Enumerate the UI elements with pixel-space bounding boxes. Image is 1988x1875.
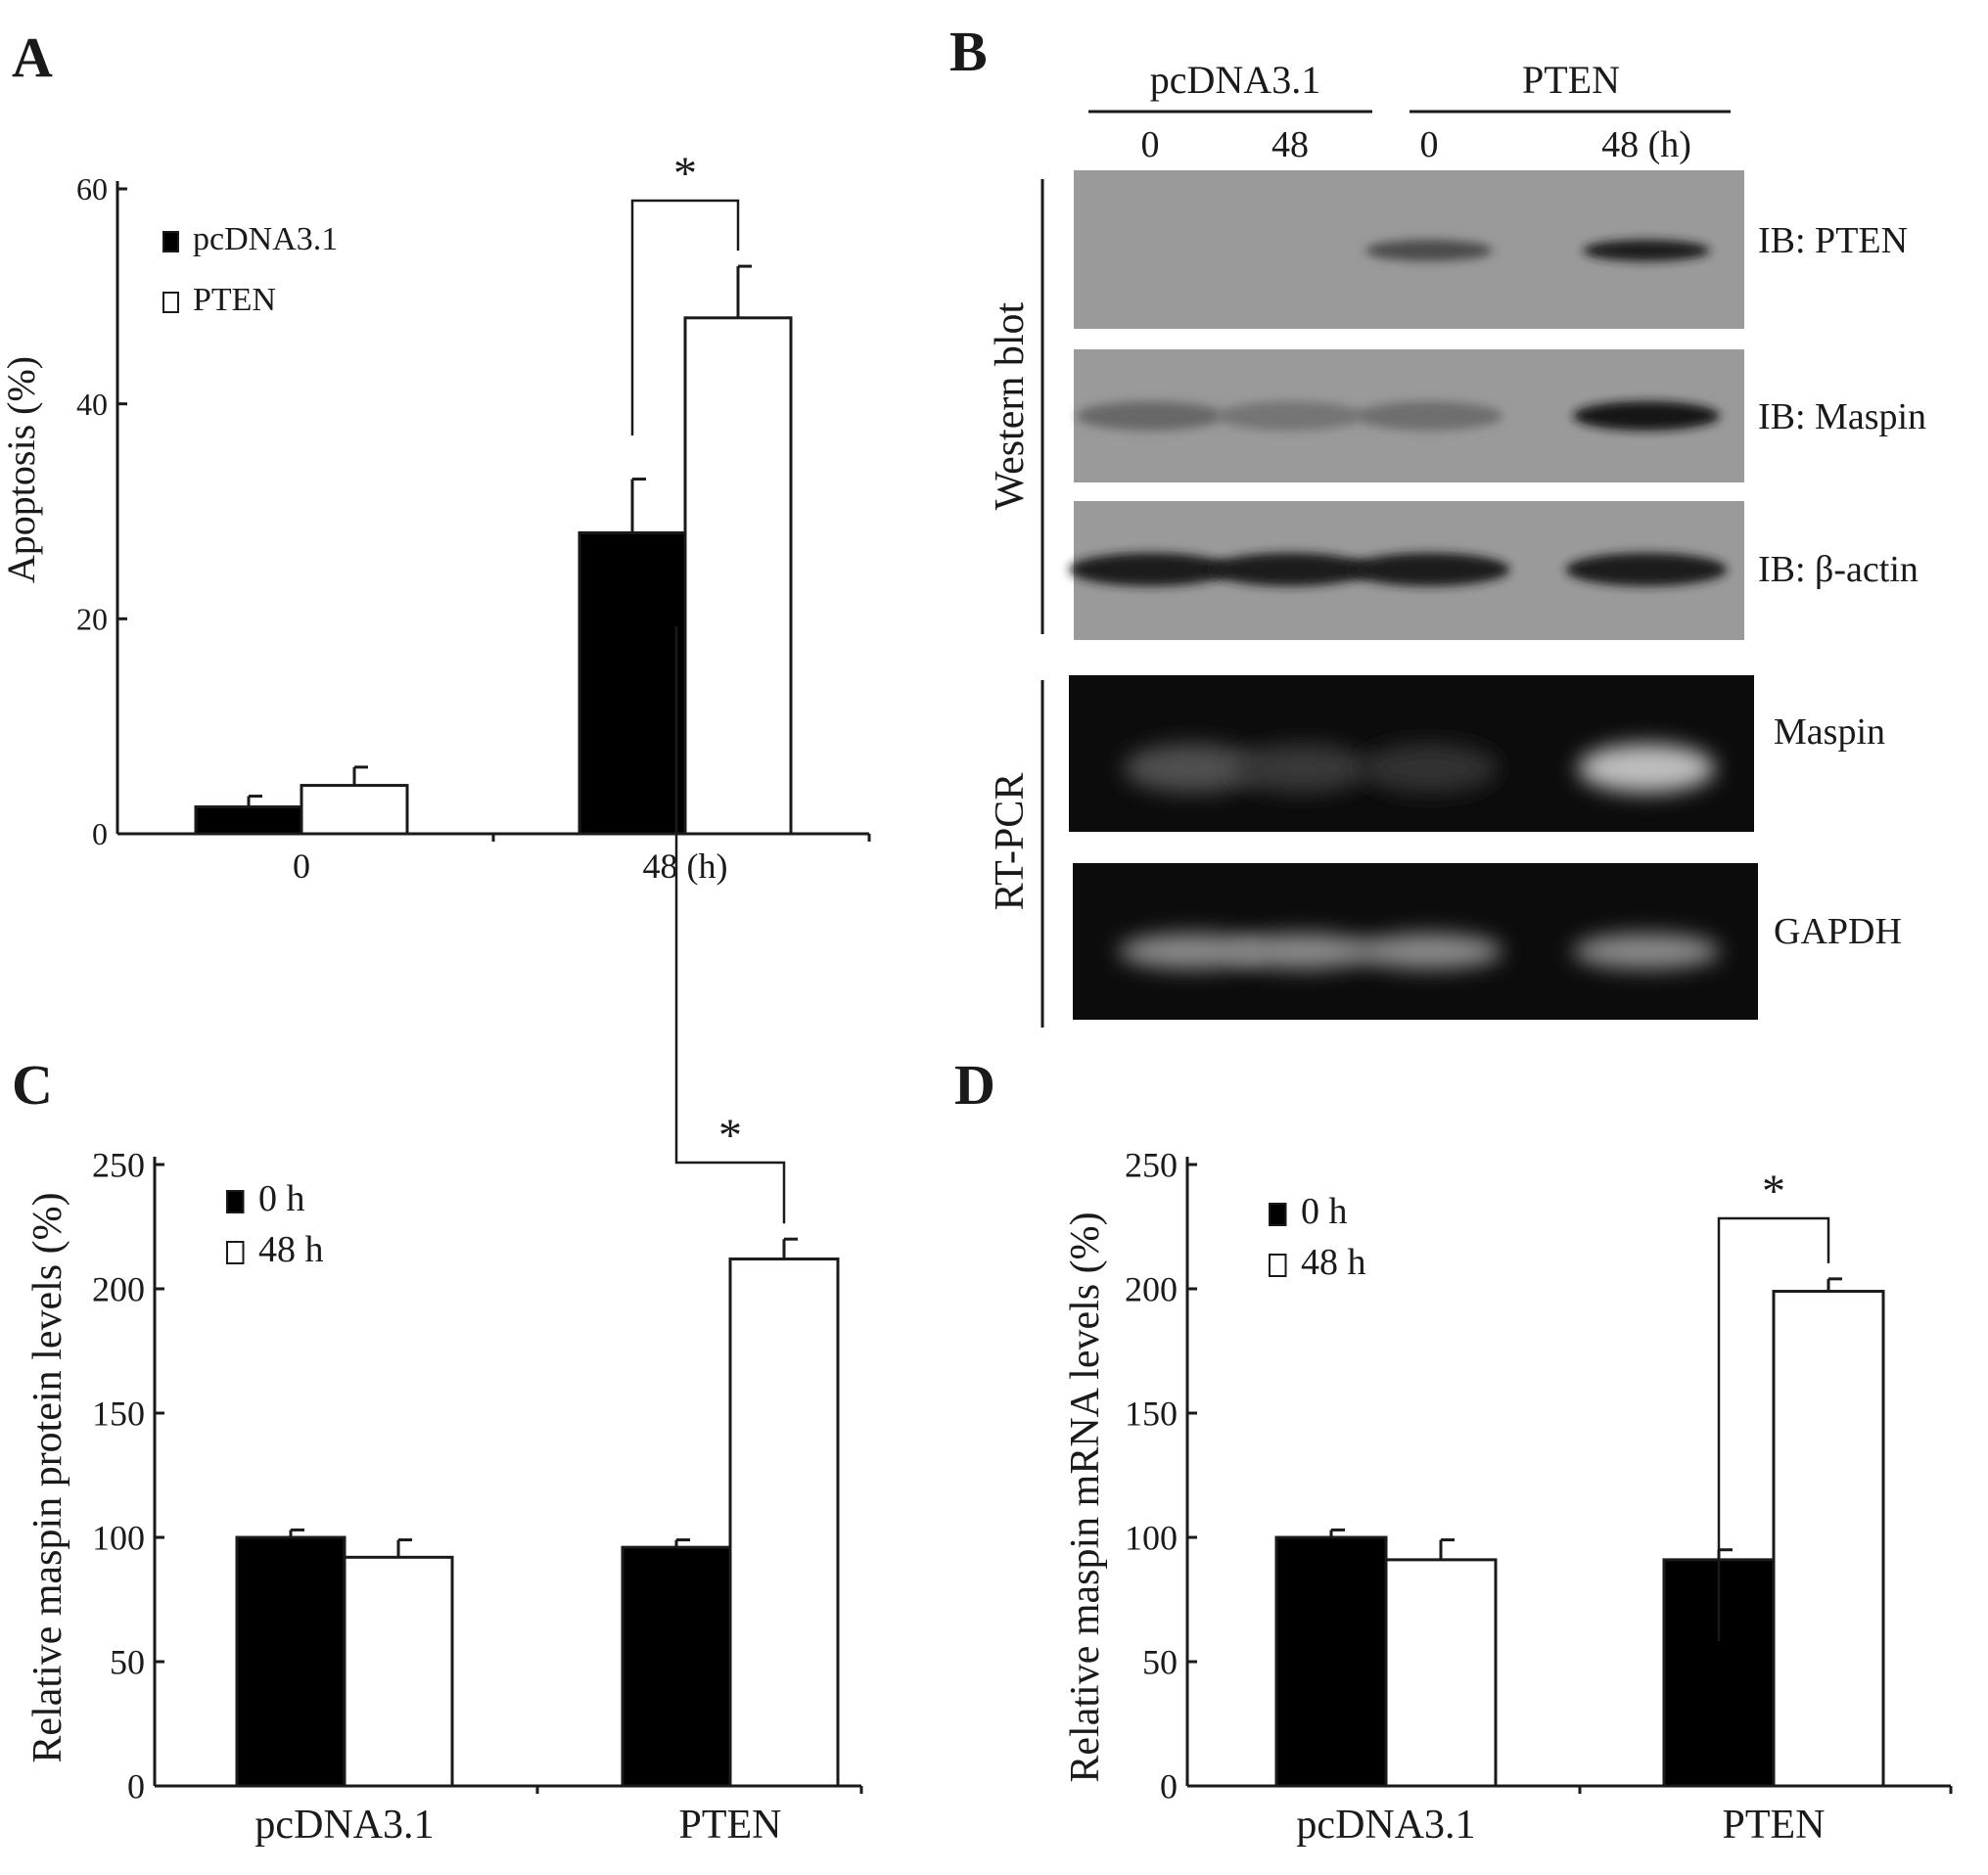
band [1069, 553, 1231, 586]
legend-swatch [226, 1190, 245, 1213]
blot-group-label-pcdna: pcDNA3.1 [1150, 58, 1320, 102]
bar-filled [578, 530, 687, 836]
lane-label: 48 [1271, 124, 1309, 165]
panel-label-b: B [949, 20, 988, 83]
band [1365, 240, 1493, 261]
significance-bracket [674, 626, 786, 1224]
y-tick-label: 250 [1125, 1146, 1178, 1185]
y-tick-label: 250 [92, 1146, 145, 1185]
band [1573, 934, 1720, 969]
western-row-actin: IB: β-actin [1069, 501, 1919, 640]
y-tick-label: 100 [1125, 1519, 1178, 1558]
y-tick-label: 200 [92, 1270, 145, 1309]
row-label: IB: PTEN [1758, 220, 1908, 261]
rtpcr-row-maspin: Maspin [1069, 675, 1885, 832]
band [1356, 401, 1503, 431]
panel-label-c: C [12, 1053, 53, 1117]
blot-panel: pcDNA3.1 PTEN 0 48 0 48 (h) Western blot… [988, 58, 1926, 1028]
legend-label: 48 h [1301, 1242, 1366, 1283]
y-tick-label: 150 [1125, 1395, 1178, 1434]
bar-open [1772, 1290, 1885, 1788]
band [1233, 744, 1370, 793]
legend-label: 48 h [258, 1229, 324, 1270]
x-tick-label: 48 (h) [643, 846, 728, 886]
western-row-pten: IB: PTEN [1074, 170, 1908, 329]
row-label: GAPDH [1774, 911, 1902, 952]
y-tick-label: 0 [1160, 1767, 1178, 1806]
significance-marker: * [1762, 1166, 1785, 1217]
band [1361, 744, 1498, 793]
row-label: Maspin [1774, 711, 1885, 753]
y-tick-label: 60 [76, 171, 108, 206]
legend-label: 0 h [1301, 1191, 1348, 1232]
row-label: IB: β-actin [1758, 549, 1919, 590]
legend-swatch [1269, 1254, 1287, 1277]
x-tick-label: pcDNA3.1 [1296, 1803, 1475, 1848]
band [1209, 553, 1371, 586]
y-tick-label: 100 [92, 1519, 145, 1558]
band [1583, 240, 1710, 261]
chart-maspin-mrna: 0 50 100 150 200 250 Relative maspin mRNA leve… [1063, 1146, 1953, 1848]
x-tick-label: PTEN [679, 1803, 782, 1848]
bar-filled [235, 1535, 347, 1788]
bar-open [343, 1555, 454, 1788]
band [1573, 401, 1720, 431]
y-axis-label: Apoptosis (%) [0, 356, 43, 583]
row-label: IB: Maspin [1758, 396, 1926, 437]
significance-marker: * [718, 1110, 742, 1162]
band [1578, 744, 1715, 793]
y-tick-label: 150 [92, 1395, 145, 1434]
bar-open [300, 784, 409, 836]
y-tick-label: 0 [92, 816, 108, 851]
y-axis-label: Relative maspin mRNA levels (%) [1063, 1212, 1108, 1782]
panel-label-d: D [954, 1053, 995, 1117]
lane-label: 0 [1141, 124, 1160, 165]
band [1217, 401, 1364, 431]
legend-swatch [226, 1241, 245, 1264]
legend-label: 0 h [258, 1178, 305, 1219]
band [1348, 553, 1510, 586]
legend-swatch [162, 231, 179, 252]
y-tick-label: 20 [76, 602, 108, 637]
western-blot-label: Western blot [988, 301, 1033, 510]
bar-filled [1274, 1535, 1388, 1788]
band [1356, 934, 1503, 969]
bar-open [1384, 1558, 1498, 1788]
chart-apoptosis: 0 20 40 60 Apoptosis (%) 0 48 (h) pcDNA3.1 PTEN * [0, 148, 871, 886]
significance-bracket [630, 199, 740, 435]
blot-group-label-pten: PTEN [1522, 58, 1620, 102]
significance-bracket [1717, 1216, 1830, 1641]
y-tick-label: 50 [1142, 1643, 1178, 1682]
bar-filled [194, 805, 303, 836]
y-tick-label: 0 [127, 1767, 145, 1806]
y-tick-label: 40 [76, 387, 108, 422]
legend-swatch [1269, 1203, 1287, 1226]
lane-label: 48 (h) [1601, 124, 1691, 165]
bar-open [728, 1258, 840, 1788]
legend-swatch [162, 292, 179, 313]
band [1124, 744, 1261, 793]
band [1119, 934, 1266, 969]
band [1077, 401, 1224, 431]
rt-pcr-label: RT-PCR [988, 773, 1033, 911]
x-tick-label: PTEN [1723, 1803, 1826, 1848]
x-tick-label: pcDNA3.1 [254, 1803, 434, 1848]
bar-filled [621, 1545, 732, 1788]
legend-label: PTEN [193, 282, 276, 318]
band [1228, 934, 1375, 969]
x-tick-label: 0 [293, 846, 310, 886]
western-row-maspin: IB: Maspin [1074, 349, 1926, 482]
bar-open [683, 316, 793, 836]
legend-label: pcDNA3.1 [193, 221, 338, 257]
rtpcr-row-gapdh: GAPDH [1073, 863, 1902, 1020]
band [1565, 553, 1728, 586]
chart-maspin-protein: 0 50 100 150 200 250 Relative maspin protein l… [25, 626, 863, 1848]
panel-label-a: A [12, 25, 53, 89]
y-tick-label: 200 [1125, 1270, 1178, 1309]
y-tick-label: 50 [110, 1643, 145, 1682]
y-axis-label: Relative maspin protein levels (%) [25, 1192, 70, 1762]
significance-marker: * [673, 148, 697, 200]
lane-label: 0 [1420, 124, 1439, 165]
